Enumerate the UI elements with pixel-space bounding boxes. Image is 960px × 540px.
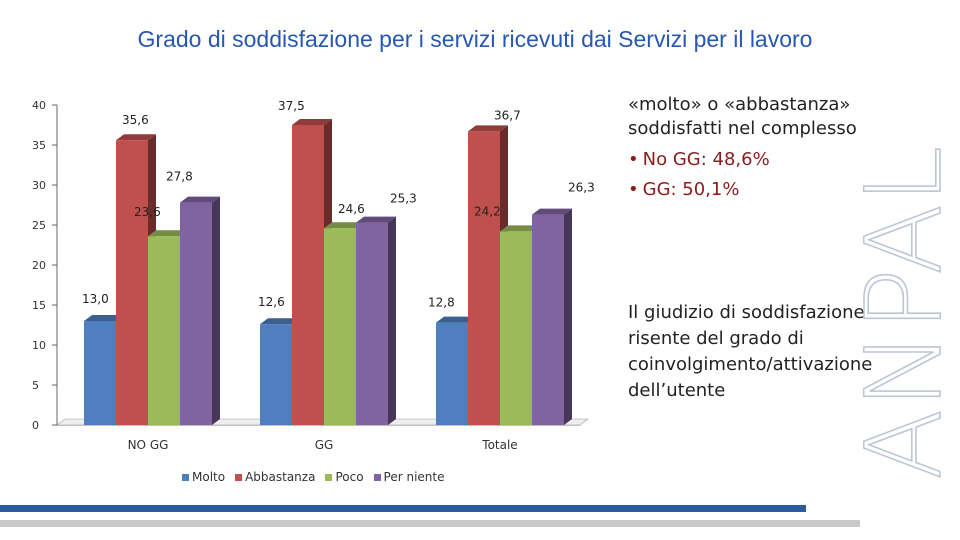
bar-0-2 (148, 236, 180, 425)
y-tick-label: 25 (32, 219, 46, 232)
data-label-1-0: 12,6 (258, 295, 285, 309)
page-title: Grado di soddisfazione per i servizi ric… (137, 26, 813, 52)
summary-text: «molto» o «abbastanza» soddisfatti nel c… (628, 94, 857, 139)
bar-top-1-2 (324, 222, 364, 229)
data-label-0-0: 13,0 (82, 292, 109, 306)
legend-swatch-abbastanza (235, 473, 243, 481)
bar-1-0 (260, 324, 292, 425)
x-category-label: NO GG (128, 438, 169, 452)
bar-top-1-3 (356, 216, 396, 223)
bar-top-0-3 (180, 196, 220, 203)
data-label-2-0: 12,8 (428, 296, 455, 310)
bar-side-0-3 (212, 196, 220, 425)
legend-label-abbastanza: Abbastanza (245, 470, 316, 484)
footer-bar-blue (0, 505, 806, 512)
data-label-1-1: 37,5 (278, 99, 305, 113)
bar-top-1-1 (292, 119, 332, 125)
bullet-no-gg: No GG: 48,6% (628, 149, 898, 171)
y-tick-label: 0 (32, 419, 39, 432)
bar-side-2-3 (564, 208, 572, 425)
watermark-text: ANPAL (860, 146, 955, 480)
y-tick-label: 10 (32, 339, 46, 352)
y-tick-label: 20 (32, 259, 46, 272)
y-tick-label: 30 (32, 179, 46, 192)
data-label-0-1: 35,6 (122, 113, 149, 127)
legend-swatch-poco (325, 473, 333, 481)
conclusion-note: Il giudizio di soddisfazione risente del… (628, 302, 873, 401)
data-label-2-3: 26,3 (568, 181, 595, 195)
x-category-label: GG (315, 438, 334, 452)
bar-top-2-2 (500, 225, 540, 232)
bar-side-1-3 (388, 216, 396, 425)
data-label-0-2: 23,6 (134, 205, 161, 219)
legend-item-molto: Molto (182, 470, 225, 484)
bar-0-1 (116, 140, 148, 425)
anpal-watermark: ANPAL (860, 145, 955, 480)
bar-0-3 (180, 202, 212, 425)
data-label-1-3: 25,3 (390, 192, 417, 206)
y-tick-label: 35 (32, 139, 46, 152)
legend-item-abbastanza: Abbastanza (235, 470, 315, 484)
bar-chart: 0 5 10 15 20 25 30 35 40 13,0 35,6 23,6 27,8 NO GG 12… (32, 99, 595, 452)
chart-legend: Molto Abbastanza Poco Per niente (182, 470, 445, 484)
data-label-2-2: 24,2 (474, 204, 501, 218)
y-tick-label: 15 (32, 299, 46, 312)
footer-bar-gray (0, 520, 860, 527)
data-label-2-1: 36,7 (494, 108, 521, 122)
bar-1-2 (324, 228, 356, 425)
data-label-0-3: 27,8 (166, 170, 193, 184)
data-label-1-2: 24,6 (338, 202, 365, 216)
bar-top-1-0 (260, 318, 300, 325)
legend-label-poco: Poco (335, 470, 364, 484)
bar-2-1 (468, 131, 500, 425)
bar-top-0-1 (116, 134, 156, 141)
bar-2-2 (500, 231, 532, 425)
y-tick-label: 40 (32, 99, 46, 112)
bar-0-0 (84, 321, 116, 425)
legend-swatch-per-niente (373, 473, 381, 481)
y-tick-label: 5 (32, 379, 39, 392)
legend-label-molto: Molto (192, 470, 226, 484)
summary-panel: «molto» o «abbastanza» soddisfatti nel c… (628, 93, 898, 201)
x-category-label: Totale (481, 438, 517, 452)
bar-2-3 (532, 214, 564, 425)
bullet-gg: GG: 50,1% (628, 179, 898, 201)
legend-swatch-molto (182, 473, 189, 481)
legend-item-poco: Poco (325, 470, 364, 484)
bar-2-0 (436, 322, 468, 425)
bar-top-0-0 (84, 315, 124, 321)
legend-item-per-niente: Per niente (373, 470, 445, 484)
bar-1-3 (356, 222, 388, 425)
bar-1-1 (292, 125, 324, 425)
bar-top-2-1 (468, 125, 508, 132)
legend-label-per-niente: Per niente (383, 470, 445, 484)
bar-top-0-2 (148, 230, 188, 237)
bar-top-2-3 (532, 208, 572, 215)
bar-top-2-0 (436, 316, 476, 323)
